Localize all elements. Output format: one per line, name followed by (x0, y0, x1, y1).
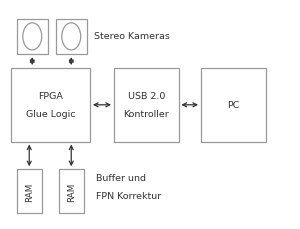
Text: PC: PC (227, 101, 239, 110)
Text: USB 2.0: USB 2.0 (128, 92, 165, 101)
Text: FPGA: FPGA (38, 92, 63, 101)
Bar (16, 19, 48, 55)
Bar (201, 69, 266, 142)
Text: Glue Logic: Glue Logic (26, 110, 75, 119)
Bar (16, 169, 42, 213)
Text: RAM: RAM (67, 182, 76, 201)
Text: Stereo Kameras: Stereo Kameras (94, 32, 170, 41)
Bar (11, 69, 90, 142)
Bar (56, 19, 87, 55)
Bar (58, 169, 84, 213)
Bar (114, 69, 178, 142)
Text: Kontroller: Kontroller (123, 110, 169, 119)
Text: FPN Korrektur: FPN Korrektur (96, 191, 161, 200)
Text: Buffer und: Buffer und (96, 173, 146, 182)
Text: RAM: RAM (25, 182, 34, 201)
